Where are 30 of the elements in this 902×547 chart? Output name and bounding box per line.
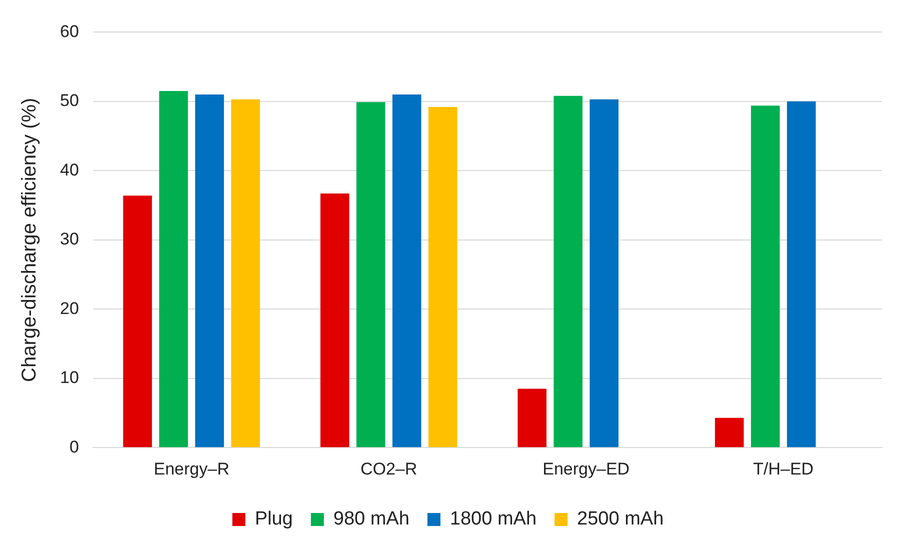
x-tick-label: Energy–R — [154, 459, 230, 478]
x-tick-label: Energy–ED — [542, 459, 630, 478]
bar — [231, 99, 260, 448]
bar — [518, 388, 546, 448]
bar — [392, 94, 422, 448]
legend-label: 980 mAh — [333, 508, 410, 530]
y-tick-label: 40 — [60, 160, 79, 180]
y-axis-title: Charge-discharge efficiency (%) — [18, 98, 41, 382]
bar — [195, 94, 224, 448]
legend-label: Plug — [254, 508, 293, 530]
bar — [356, 102, 386, 448]
y-tick-label: 50 — [60, 91, 79, 110]
y-tick-label: 20 — [60, 298, 79, 318]
bar — [428, 106, 458, 448]
y-tick-label: 30 — [60, 230, 79, 249]
bar — [786, 101, 816, 448]
y-tick-label: 60 — [60, 22, 79, 41]
y-tick-label: 0 — [69, 437, 79, 456]
legend-label: 1800 mAh — [450, 508, 537, 530]
bar — [714, 418, 744, 448]
legend-label: 2500 mAh — [577, 508, 664, 530]
bar — [123, 196, 152, 448]
bar — [159, 91, 188, 448]
bar — [554, 96, 582, 448]
x-tick-label: CO2–R — [360, 459, 418, 478]
y-tick-label: 10 — [60, 368, 79, 388]
x-tick-label: T/H–ED — [753, 459, 814, 478]
bar — [320, 194, 350, 448]
bar — [750, 106, 780, 448]
bar — [590, 99, 618, 448]
